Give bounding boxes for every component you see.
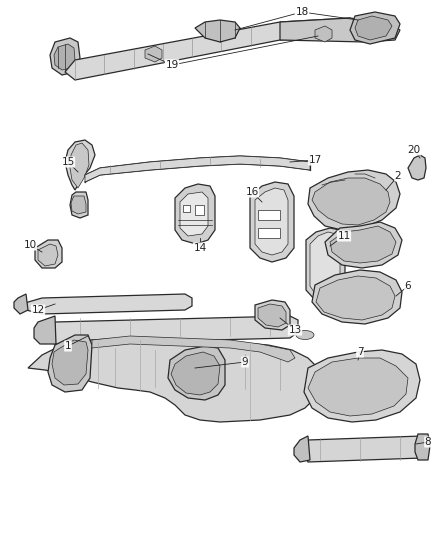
Polygon shape — [258, 228, 280, 238]
Circle shape — [269, 204, 275, 208]
Polygon shape — [408, 155, 426, 180]
Polygon shape — [308, 358, 408, 416]
Polygon shape — [65, 140, 95, 190]
Polygon shape — [48, 335, 92, 392]
Polygon shape — [180, 192, 208, 236]
Polygon shape — [250, 182, 294, 262]
Polygon shape — [14, 294, 28, 314]
Circle shape — [157, 299, 163, 305]
Text: 16: 16 — [245, 187, 258, 197]
Polygon shape — [306, 228, 345, 304]
Polygon shape — [54, 44, 75, 70]
Polygon shape — [294, 436, 310, 462]
Polygon shape — [85, 156, 310, 182]
Polygon shape — [171, 352, 220, 395]
Text: 18: 18 — [295, 7, 309, 17]
Polygon shape — [38, 244, 58, 266]
Text: 19: 19 — [166, 60, 179, 70]
Polygon shape — [316, 276, 395, 320]
Text: 10: 10 — [24, 240, 36, 250]
Polygon shape — [312, 270, 402, 324]
Circle shape — [365, 290, 375, 300]
Polygon shape — [38, 316, 298, 344]
Polygon shape — [70, 143, 89, 188]
Polygon shape — [65, 18, 365, 80]
Circle shape — [336, 292, 348, 304]
Circle shape — [189, 366, 205, 382]
Polygon shape — [310, 232, 340, 298]
Circle shape — [352, 376, 372, 396]
Text: 17: 17 — [308, 155, 321, 165]
Polygon shape — [50, 38, 80, 75]
Polygon shape — [280, 18, 400, 42]
Polygon shape — [195, 205, 204, 215]
Polygon shape — [168, 346, 225, 400]
Polygon shape — [255, 300, 290, 330]
Polygon shape — [34, 316, 56, 344]
Text: 20: 20 — [407, 145, 420, 155]
Text: 18: 18 — [295, 7, 309, 17]
Polygon shape — [355, 16, 392, 40]
Polygon shape — [304, 436, 426, 462]
Polygon shape — [415, 434, 430, 460]
Circle shape — [77, 299, 83, 305]
Text: 19: 19 — [166, 60, 179, 70]
Polygon shape — [183, 205, 190, 212]
Circle shape — [319, 254, 331, 266]
Polygon shape — [52, 340, 88, 385]
Polygon shape — [70, 192, 88, 218]
Polygon shape — [92, 336, 295, 362]
Polygon shape — [325, 222, 402, 268]
Polygon shape — [255, 188, 288, 255]
Text: 1: 1 — [65, 341, 71, 351]
Polygon shape — [195, 20, 240, 42]
Text: 13: 13 — [288, 325, 302, 335]
Polygon shape — [71, 196, 86, 214]
Circle shape — [346, 370, 378, 402]
Polygon shape — [175, 184, 215, 244]
Polygon shape — [308, 170, 400, 230]
Polygon shape — [35, 240, 62, 268]
Text: 7: 7 — [357, 347, 363, 357]
Polygon shape — [18, 294, 192, 314]
Text: 2: 2 — [395, 171, 401, 181]
Text: 9: 9 — [242, 357, 248, 367]
Ellipse shape — [296, 330, 314, 340]
Polygon shape — [330, 226, 396, 263]
Polygon shape — [258, 210, 280, 220]
Text: 11: 11 — [337, 231, 351, 241]
Polygon shape — [312, 178, 390, 225]
Text: 14: 14 — [193, 243, 207, 253]
Text: 15: 15 — [61, 157, 74, 167]
Polygon shape — [145, 46, 162, 62]
Text: 6: 6 — [405, 281, 411, 291]
Polygon shape — [28, 338, 320, 422]
Circle shape — [46, 250, 54, 258]
Polygon shape — [315, 26, 332, 42]
Polygon shape — [350, 12, 400, 44]
Circle shape — [320, 273, 330, 283]
Text: 12: 12 — [32, 305, 45, 315]
Circle shape — [117, 299, 123, 305]
Text: 8: 8 — [425, 437, 431, 447]
Polygon shape — [304, 350, 420, 422]
Polygon shape — [258, 304, 286, 327]
